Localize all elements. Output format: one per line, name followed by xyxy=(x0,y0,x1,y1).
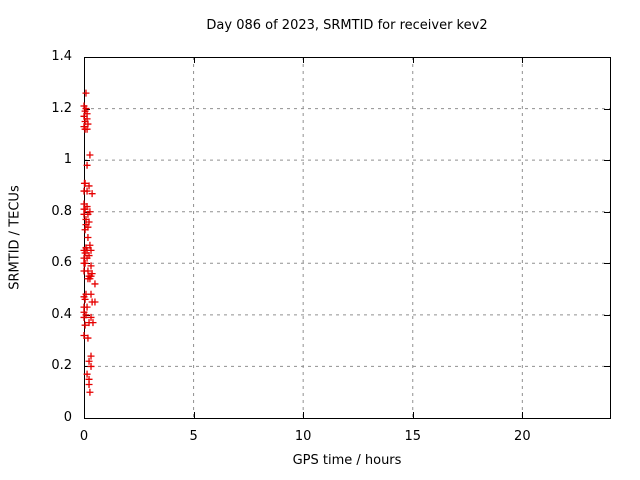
data-point-marker xyxy=(87,313,95,321)
y-tick-label: 1 xyxy=(63,152,72,168)
y-tick-label: 0.2 xyxy=(51,358,72,374)
y-tick-label: 1.2 xyxy=(51,100,72,116)
data-point-marker xyxy=(86,241,94,249)
data-point-marker xyxy=(87,246,95,254)
data-point-marker xyxy=(81,179,89,187)
data-point-marker xyxy=(91,280,99,288)
chart-title: Day 086 of 2023, SRMTID for receiver kev… xyxy=(206,18,488,33)
data-point-marker xyxy=(81,259,89,267)
data-point-marker xyxy=(83,125,91,133)
axes xyxy=(84,57,611,419)
data-point-marker xyxy=(81,321,89,329)
data-point-marker xyxy=(83,303,91,311)
data-point-marker xyxy=(86,151,94,159)
data-point-marker xyxy=(81,295,89,303)
data-point-marker xyxy=(87,290,95,298)
x-tick-label: 5 xyxy=(189,429,198,444)
y-tick-label: 0.4 xyxy=(51,306,72,322)
data-point-marker xyxy=(84,234,92,241)
data-point-marker xyxy=(80,331,88,339)
data-point-marker xyxy=(85,182,93,190)
y-tick-label: 0.8 xyxy=(51,203,72,219)
data-point-marker xyxy=(81,249,89,257)
data-point-marker xyxy=(87,352,95,360)
data-point-marker xyxy=(86,388,94,396)
data-point-marker xyxy=(84,334,92,342)
data-point-marker xyxy=(87,262,95,270)
plot-border xyxy=(84,57,611,419)
data-point-marker xyxy=(83,370,91,378)
data-point-marker xyxy=(81,205,89,213)
data-point-marker xyxy=(84,120,92,128)
data-point-marker xyxy=(83,254,91,262)
data-point-marker xyxy=(82,89,90,97)
data-point-marker xyxy=(80,313,88,321)
data-point-marker xyxy=(87,362,95,370)
y-tick-label: 1.4 xyxy=(51,49,72,64)
x-axis-label: GPS time / hours xyxy=(292,453,402,468)
x-tick-label: 15 xyxy=(404,429,422,444)
data-point-marker xyxy=(84,210,92,218)
data-point-marker xyxy=(89,319,97,327)
data-point-marker xyxy=(85,357,93,365)
x-tick-label: 10 xyxy=(294,429,312,444)
data-point-marker xyxy=(84,275,92,283)
data-points xyxy=(80,89,99,396)
x-tick-label: 0 xyxy=(79,429,89,444)
data-point-marker xyxy=(88,190,96,198)
data-point-marker xyxy=(91,298,99,306)
x-tick-label: 20 xyxy=(514,429,531,444)
data-point-marker xyxy=(83,161,91,169)
grid-lines xyxy=(84,57,610,418)
y-tick-label: 0 xyxy=(63,410,72,425)
data-point-marker xyxy=(81,226,89,234)
y-tick-label: 0.6 xyxy=(51,255,72,271)
data-point-marker xyxy=(83,187,91,195)
data-point-marker xyxy=(85,380,93,388)
data-point-marker xyxy=(84,267,92,275)
y-axis-label: SRMTID / TECUs xyxy=(7,185,23,290)
